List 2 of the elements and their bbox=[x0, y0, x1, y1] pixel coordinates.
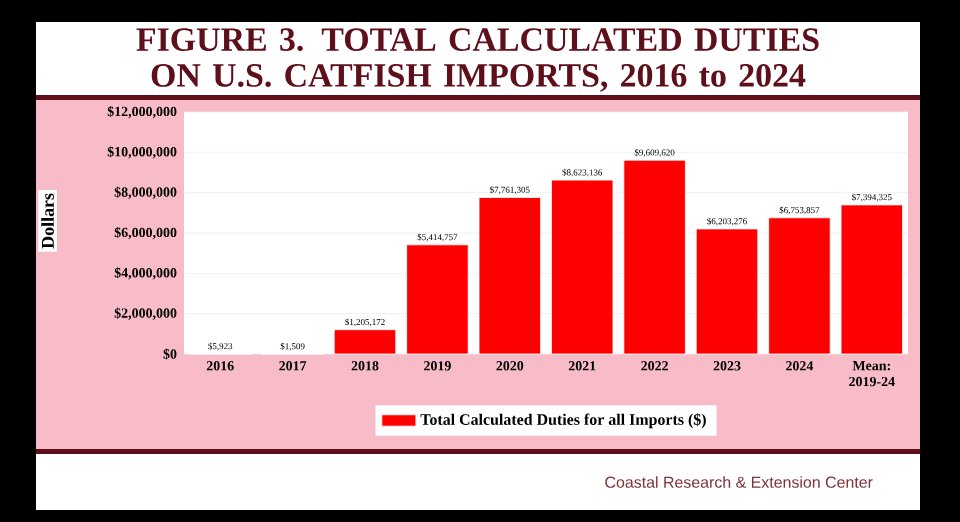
y-axis-title: Dollars bbox=[41, 193, 54, 249]
chart-title: FIGURE 3. TOTAL CALCULATED DUTIES ON U.S. CATFISH IMPORTS, 2016 to 2024 bbox=[136, 28, 819, 92]
